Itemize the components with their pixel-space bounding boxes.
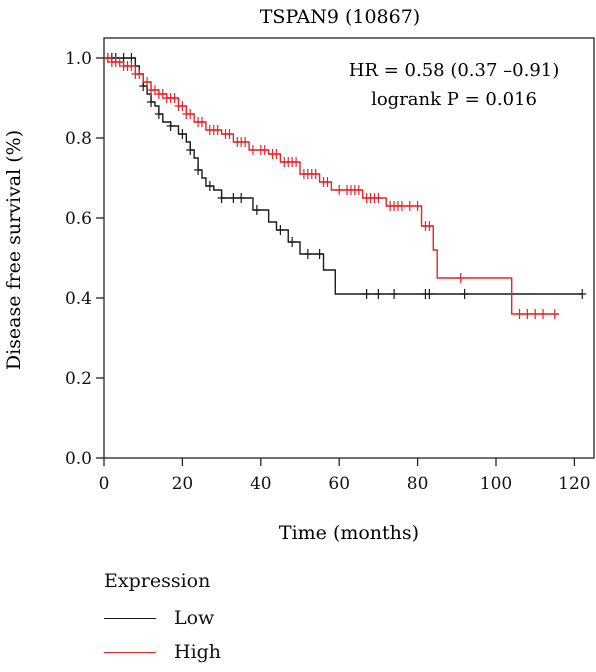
y-tick-label: 0.6 — [65, 209, 92, 229]
censor-mark-high — [397, 201, 406, 211]
censor-mark-high — [198, 117, 206, 127]
censor-mark-high — [260, 145, 269, 155]
censor-mark-low — [237, 193, 246, 203]
censor-mark-high — [374, 193, 383, 203]
censor-mark-low — [186, 145, 195, 155]
x-tick-label: 120 — [558, 474, 590, 494]
x-tick-label: 80 — [407, 474, 429, 494]
censor-mark-low — [425, 289, 434, 299]
legend: Expression Low High — [104, 570, 221, 669]
x-axis-label: Time (months) — [279, 522, 419, 544]
legend-item-low: Low — [104, 601, 221, 635]
logrank-annotation: logrank P = 0.016 — [371, 89, 537, 110]
survival-chart: 0.0 0.2 0.4 0.6 0.8 1.0 0 20 40 60 80 100 120 TSPAN9… — [3, 6, 595, 544]
legend-line-low — [104, 617, 156, 619]
legend-item-high: High — [104, 635, 221, 669]
censor-mark-high — [531, 309, 540, 319]
censor-mark-low — [460, 289, 469, 299]
censor-mark-high — [186, 109, 195, 119]
censor-mark-low — [303, 249, 312, 259]
censor-mark-high — [143, 77, 152, 87]
censor-mark-high — [150, 85, 159, 95]
censor-mark-high — [311, 169, 320, 179]
censor-mark-low — [252, 205, 261, 215]
censor-mark-high — [213, 125, 222, 135]
hazard-ratio-annotation: HR = 0.58 (0.37 –0.91) — [349, 60, 560, 81]
x-tick-label: 100 — [480, 474, 512, 494]
censor-mark-high — [135, 69, 144, 79]
censor-mark-low — [166, 121, 175, 131]
censor-mark-low — [276, 225, 285, 235]
x-tick-label: 20 — [172, 474, 194, 494]
plot-area: 0.0 0.2 0.4 0.6 0.8 1.0 0 20 40 60 80 100 120 — [65, 37, 595, 494]
censor-mark-high — [127, 61, 136, 71]
censor-mark-high — [550, 309, 559, 319]
legend-line-high — [104, 651, 156, 653]
censor-mark-high — [103, 53, 112, 63]
censor-mark-high — [323, 177, 332, 187]
legend-label-high: High — [174, 641, 222, 663]
censor-mark-high — [539, 309, 548, 319]
censor-mark-low — [390, 289, 399, 299]
censor-mark-high — [335, 185, 344, 195]
censor-mark-low — [288, 237, 297, 247]
y-tick-label: 0.2 — [65, 369, 92, 389]
censor-mark-low — [578, 289, 587, 299]
chart-title: TSPAN9 (10867) — [260, 6, 420, 28]
x-tick-label: 0 — [99, 474, 110, 494]
censor-mark-high — [170, 93, 179, 103]
y-axis-label: Disease free survival (%) — [3, 130, 25, 370]
x-tick-label: 40 — [250, 474, 272, 494]
y-tick-label: 0.0 — [65, 449, 92, 469]
censor-mark-low — [374, 289, 383, 299]
censor-mark-high — [248, 145, 257, 155]
censor-mark-low — [205, 181, 214, 191]
censor-mark-high — [178, 101, 187, 111]
legend-label-low: Low — [174, 607, 215, 629]
censor-mark-high — [425, 221, 434, 231]
censor-mark-low — [154, 109, 163, 119]
censor-mark-low — [229, 193, 238, 203]
censor-mark-low — [194, 165, 203, 175]
censor-mark-low — [315, 249, 324, 259]
censor-mark-high — [225, 129, 234, 139]
y-tick-label: 0.8 — [65, 129, 92, 149]
censor-mark-low — [362, 289, 371, 299]
censor-mark-high — [354, 185, 363, 195]
censor-mark-high — [158, 89, 167, 99]
y-tick-label: 0.4 — [65, 289, 92, 309]
legend-title: Expression — [104, 570, 211, 592]
x-tick-label: 60 — [328, 474, 350, 494]
censor-mark-high — [515, 309, 524, 319]
censor-mark-low — [178, 129, 187, 139]
censor-mark-high — [115, 57, 124, 67]
censor-mark-high — [272, 149, 281, 159]
censor-mark-high — [456, 273, 465, 283]
censor-mark-low — [217, 193, 226, 203]
censor-mark-high — [241, 137, 250, 147]
censor-mark-low — [147, 97, 156, 107]
censor-mark-high — [292, 157, 301, 167]
censor-mark-high — [413, 201, 422, 211]
plot-frame — [103, 37, 595, 459]
y-tick-label: 1.0 — [65, 49, 92, 69]
censor-mark-high — [405, 201, 414, 211]
censor-mark-high — [523, 309, 532, 319]
